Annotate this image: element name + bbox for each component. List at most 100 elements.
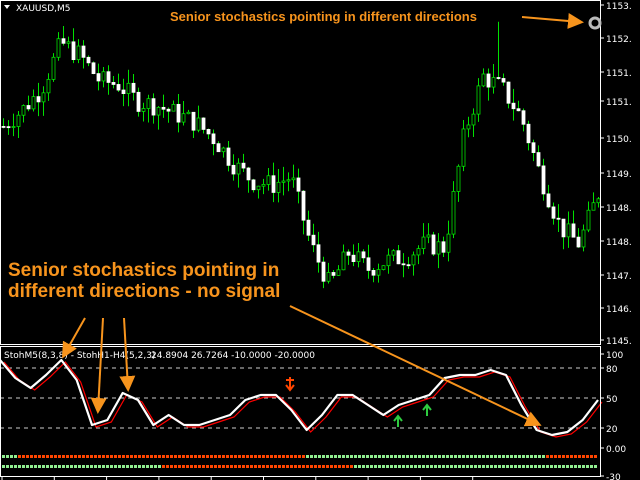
signal-dot	[490, 465, 493, 468]
signal-dot	[202, 455, 205, 458]
signal-dot	[522, 455, 525, 458]
signal-dot	[542, 455, 545, 458]
price-label: 1151.	[606, 69, 632, 79]
candle-body	[111, 82, 116, 85]
signal-dot	[2, 455, 5, 458]
annotation-line2: different directions - no signal	[8, 281, 280, 302]
candle-body	[491, 77, 496, 88]
candle-body	[406, 264, 411, 267]
candle-body	[356, 251, 361, 262]
candle-body	[461, 128, 466, 167]
signal-dot	[206, 455, 209, 458]
signal-dot	[530, 465, 533, 468]
candle-body	[546, 193, 551, 208]
candle-body	[296, 177, 301, 192]
signal-dot	[178, 465, 181, 468]
signal-dot	[282, 465, 285, 468]
candle-body	[51, 56, 56, 80]
signal-dot	[126, 465, 129, 468]
signal-dot	[154, 465, 157, 468]
candle-body	[16, 114, 21, 127]
signal-dot	[234, 455, 237, 458]
candle-body	[341, 251, 346, 271]
candle-body	[421, 236, 426, 250]
signal-dot	[566, 465, 569, 468]
signal-dot	[458, 455, 461, 458]
indicator-label: StohM5(8,3,8) - StohH1-H4(5,2,3)	[4, 351, 155, 361]
signal-dot	[302, 465, 305, 468]
signal-dot	[262, 455, 265, 458]
signal-dot	[134, 455, 137, 458]
signal-dot	[426, 465, 429, 468]
price-label: 1147.	[606, 272, 632, 282]
signal-dot	[270, 465, 273, 468]
signal-dot	[30, 455, 33, 458]
candle-body	[6, 126, 11, 129]
symbol-title: XAUUSD,M5	[16, 4, 71, 14]
signal-dot	[174, 455, 177, 458]
signal-dot	[518, 455, 521, 458]
signal-dot	[118, 455, 121, 458]
signal-dot	[154, 455, 157, 458]
candle-body	[551, 206, 556, 219]
signal-dot	[150, 455, 153, 458]
signal-dot	[586, 465, 589, 468]
signal-dot	[442, 455, 445, 458]
signal-dot	[318, 455, 321, 458]
signal-dot	[510, 455, 513, 458]
signal-dot	[322, 455, 325, 458]
candle-body	[81, 45, 86, 58]
candle-body	[61, 38, 66, 44]
signal-dot	[6, 465, 9, 468]
candle-body	[91, 62, 96, 75]
signal-dot	[98, 455, 101, 458]
signal-dot	[526, 455, 529, 458]
candle-body	[306, 219, 311, 236]
candle-body	[411, 254, 416, 266]
signal-dot	[218, 465, 221, 468]
candle-body	[416, 248, 421, 256]
signal-dot	[242, 455, 245, 458]
dropdown-triangle-icon[interactable]	[4, 5, 10, 9]
signal-dot	[354, 455, 357, 458]
signal-dot	[410, 465, 413, 468]
signal-dot	[274, 465, 277, 468]
candle-body	[346, 251, 351, 256]
indicator-pane-frame	[0, 346, 601, 477]
signal-dot	[58, 455, 61, 458]
signal-dot	[74, 455, 77, 458]
signal-dot	[254, 465, 257, 468]
signal-dot	[118, 465, 121, 468]
candle-body	[336, 269, 341, 276]
signal-dot	[470, 455, 473, 458]
stoch-main-line	[0, 358, 599, 437]
signal-dot	[278, 455, 281, 458]
candle-body	[221, 147, 226, 153]
signal-dot	[386, 455, 389, 458]
signal-dot	[210, 465, 213, 468]
top-annotation: Senior stochastics pointing in different…	[170, 9, 477, 24]
candle-body	[371, 270, 376, 276]
signal-dot	[266, 455, 269, 458]
candle-body	[566, 223, 571, 238]
signal-dot	[286, 455, 289, 458]
candle-body	[576, 236, 581, 248]
signal-dot	[482, 455, 485, 458]
candle-body	[516, 108, 521, 112]
signal-dot	[582, 465, 585, 468]
candle-body	[291, 177, 296, 181]
signal-dot	[106, 455, 109, 458]
signal-dot	[98, 465, 101, 468]
candle-body	[301, 190, 306, 221]
signal-dot	[238, 465, 241, 468]
price-label: 1146.	[606, 305, 632, 315]
arrow-up-icon	[422, 403, 432, 416]
candle-body	[581, 229, 586, 248]
signal-dot	[330, 465, 333, 468]
signal-dot	[414, 465, 417, 468]
signal-dot	[338, 465, 341, 468]
candle-body	[171, 103, 176, 112]
signal-dot	[50, 455, 53, 458]
candle-body	[401, 263, 406, 266]
signal-dot	[294, 465, 297, 468]
